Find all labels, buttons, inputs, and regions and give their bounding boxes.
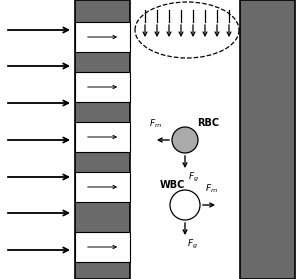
Text: $F_g$: $F_g$ <box>188 171 199 184</box>
Bar <box>75 122 130 152</box>
Text: RBC: RBC <box>197 118 219 128</box>
Bar <box>130 0 240 279</box>
Text: $F_g$: $F_g$ <box>187 238 198 251</box>
Bar <box>75 22 130 52</box>
Bar <box>75 172 130 202</box>
Bar <box>75 232 130 262</box>
Circle shape <box>170 190 200 220</box>
Bar <box>75 0 130 279</box>
Circle shape <box>172 127 198 153</box>
Bar <box>240 0 295 279</box>
Text: $F_m$: $F_m$ <box>205 182 218 195</box>
Bar <box>75 72 130 102</box>
Text: WBC: WBC <box>160 180 185 190</box>
Text: $F_m$: $F_m$ <box>149 117 162 130</box>
